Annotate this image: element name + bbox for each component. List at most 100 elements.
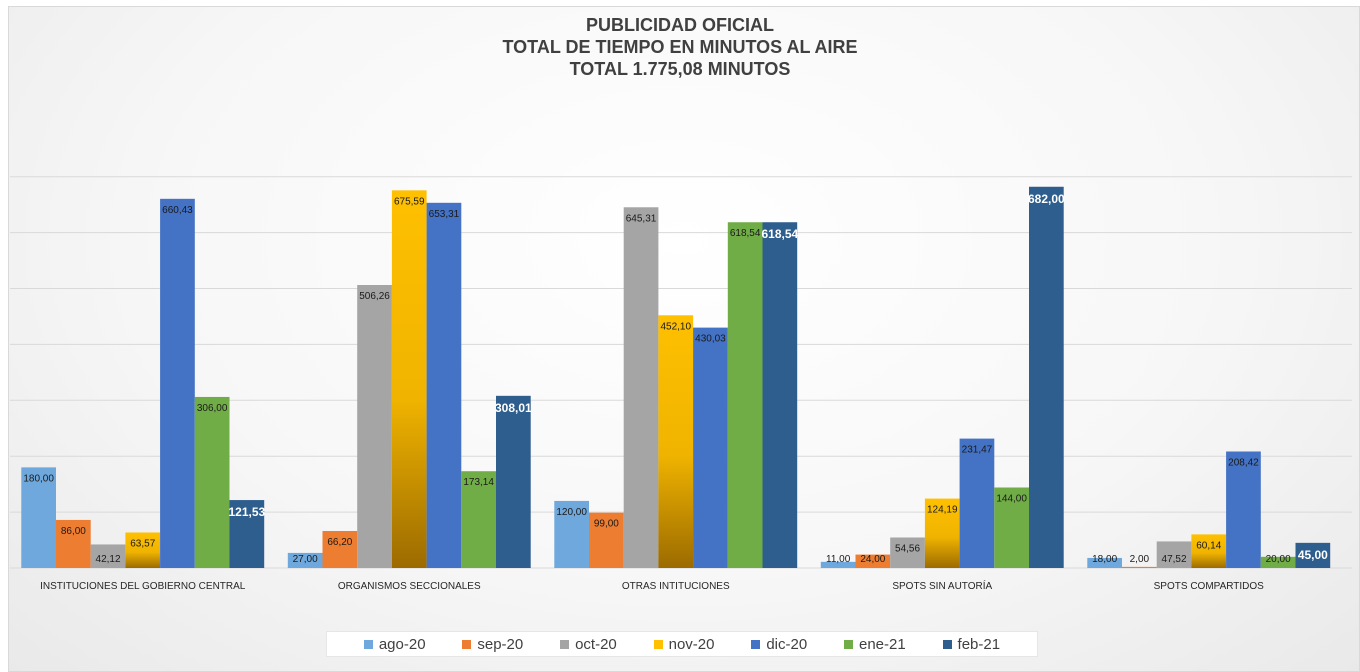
data-label-nov-20-3: 452,10 <box>660 321 691 332</box>
bar-dic-20-2 <box>426 202 462 568</box>
category-label-1: INSTITUCIONES DEL GOBIERNO CENTRAL <box>40 581 246 592</box>
data-label-ene-21-5: 20,00 <box>1266 554 1291 565</box>
chart-title-line-2: TOTAL DE TIEMPO EN MINUTOS AL AIRE <box>502 37 858 57</box>
legend-swatch-dic-20 <box>751 639 761 649</box>
data-label-dic-20-5: 208,42 <box>1228 457 1259 468</box>
data-label-oct-20-1: 42,12 <box>96 554 121 565</box>
data-label-feb-21-4: 682,00 <box>1028 192 1065 206</box>
bars <box>21 186 1331 568</box>
legend-label-nov-20: nov-20 <box>668 635 715 653</box>
data-label-oct-20-5: 47,52 <box>1162 554 1187 565</box>
plot-area: 180,00 86,00 42,12 63,57 660,43 306,00 121,53 2… <box>10 176 1352 592</box>
data-label-dic-20-4: 231,47 <box>962 445 993 456</box>
bar-ago-20-5 <box>1087 557 1122 568</box>
data-label-sep-20-3: 99,00 <box>594 519 619 530</box>
bar-dic-20-3 <box>693 327 728 568</box>
legend: ago-20 sep-20 oct-20 nov-20 dic-20 ene-21 feb-… <box>326 631 1038 657</box>
bar-oct-20-3 <box>623 207 659 568</box>
bar-ene-21-3 <box>727 222 763 568</box>
bar-feb-21-1 <box>229 500 265 568</box>
legend-item-ago-20: ago-20 <box>363 635 426 653</box>
legend-swatch-sep-20 <box>462 639 472 649</box>
category-label-5: SPOTS COMPARTIDOS <box>1154 581 1265 592</box>
data-label-dic-20-2: 653,31 <box>429 209 460 220</box>
legend-item-nov-20: nov-20 <box>653 635 715 653</box>
bar-feb-21-2 <box>496 395 531 568</box>
data-label-ene-21-2: 173,14 <box>463 477 494 488</box>
data-label-sep-20-2: 66,20 <box>327 537 352 548</box>
bar-nov-20-5 <box>1191 534 1227 568</box>
legend-label-oct-20: oct-20 <box>575 635 617 653</box>
bar-nov-20-2 <box>391 190 427 568</box>
data-label-nov-20-4: 124,19 <box>927 505 958 516</box>
bar-feb-21-4 <box>1029 186 1064 568</box>
data-label-feb-21-1: 121,53 <box>228 505 265 519</box>
bar-feb-21-3 <box>762 222 798 568</box>
data-label-oct-20-2: 506,26 <box>359 291 390 302</box>
bar-ago-20-3 <box>554 500 589 568</box>
legend-item-ene-21: ene-21 <box>844 636 906 653</box>
data-label-dic-20-1: 660,43 <box>162 205 193 216</box>
legend-label-dic-20: dic-20 <box>766 635 808 653</box>
bar-dic-20-4 <box>959 438 995 568</box>
bar-feb-21-5 <box>1295 542 1331 568</box>
data-label-ago-20-1: 180,00 <box>23 473 54 484</box>
data-label-feb-21-5: 45,00 <box>1298 548 1328 562</box>
category-label-2: ORGANISMOS SECCIONALES <box>338 581 481 592</box>
legend-item-dic-20: dic-20 <box>751 636 807 653</box>
data-label-feb-21-3: 618,54 <box>761 227 798 241</box>
bar-oct-20-5 <box>1156 541 1192 568</box>
bar-oct-20-2 <box>357 285 392 568</box>
data-label-ago-20-2: 27,00 <box>293 554 318 565</box>
chart-title-line-3: TOTAL 1.775,08 MINUTOS <box>569 59 791 79</box>
legend-label-ago-20: ago-20 <box>378 635 426 653</box>
data-label-oct-20-4: 54,56 <box>895 544 920 555</box>
chart-title: PUBLICIDAD OFICIAL TOTAL DE TIEMPO EN MI… <box>0 14 1360 80</box>
legend-swatch-nov-20 <box>653 639 663 649</box>
bar-ene-21-5 <box>1260 556 1296 568</box>
legend-label-feb-21: feb-21 <box>957 635 1001 653</box>
data-label-oct-20-3: 645,31 <box>626 213 657 224</box>
legend-item-oct-20: oct-20 <box>560 636 617 653</box>
legend-swatch-oct-20 <box>560 639 570 649</box>
category-label-4: SPOTS SIN AUTORÍA <box>892 579 992 592</box>
data-label-sep-20-4: 24,00 <box>860 554 885 565</box>
bar-ene-21-2 <box>461 471 496 568</box>
category-axis-labels: INSTITUCIONES DEL GOBIERNO CENTRAL ORGANI… <box>40 579 1264 592</box>
data-labels: 180,00 86,00 42,12 63,57 660,43 306,00 121,53 2… <box>23 192 1328 565</box>
category-label-3: OTRAS INTITUCIONES <box>622 581 730 592</box>
bar-ago-20-4 <box>820 561 856 568</box>
legend-swatch-feb-21 <box>942 639 952 649</box>
bar-sep-20-1 <box>56 519 91 568</box>
data-label-ene-21-1: 306,00 <box>197 403 228 414</box>
bar-nov-20-3 <box>658 315 694 568</box>
bar-ago-20-2 <box>287 552 323 568</box>
bar-oct-20-4 <box>890 537 925 568</box>
data-label-nov-20-5: 60,14 <box>1196 540 1221 551</box>
chart-title-line-1: PUBLICIDAD OFICIAL <box>586 15 774 35</box>
data-label-ene-21-4: 144,00 <box>996 494 1027 505</box>
bar-nov-20-4 <box>924 498 960 568</box>
bar-sep-20-5 <box>1122 566 1157 568</box>
data-label-ago-20-4: 11,00 <box>826 554 851 565</box>
legend-swatch-ago-20 <box>363 639 373 649</box>
data-label-feb-21-2: 308,01 <box>495 401 532 415</box>
data-label-sep-20-5: 2,00 <box>1130 554 1150 565</box>
legend-swatch-ene-21 <box>844 639 853 649</box>
data-label-nov-20-1: 63,57 <box>130 538 155 549</box>
bar-oct-20-1 <box>90 544 126 568</box>
bar-ago-20-1 <box>21 467 56 568</box>
bar-dic-20-1 <box>160 198 195 568</box>
data-label-sep-20-1: 86,00 <box>61 526 86 537</box>
data-label-ago-20-3: 120,00 <box>556 507 587 518</box>
bar-sep-20-2 <box>322 530 358 568</box>
bar-sep-20-4 <box>855 554 891 568</box>
bar-dic-20-5 <box>1226 451 1261 568</box>
bar-nov-20-1 <box>125 532 161 568</box>
bar-sep-20-3 <box>589 512 624 568</box>
data-label-ago-20-5: 18,00 <box>1092 554 1117 565</box>
bar-ene-21-4 <box>994 487 1029 568</box>
data-label-ene-21-3: 618,54 <box>730 228 761 239</box>
bar-ene-21-1 <box>194 396 230 568</box>
data-label-nov-20-2: 675,59 <box>394 196 425 207</box>
